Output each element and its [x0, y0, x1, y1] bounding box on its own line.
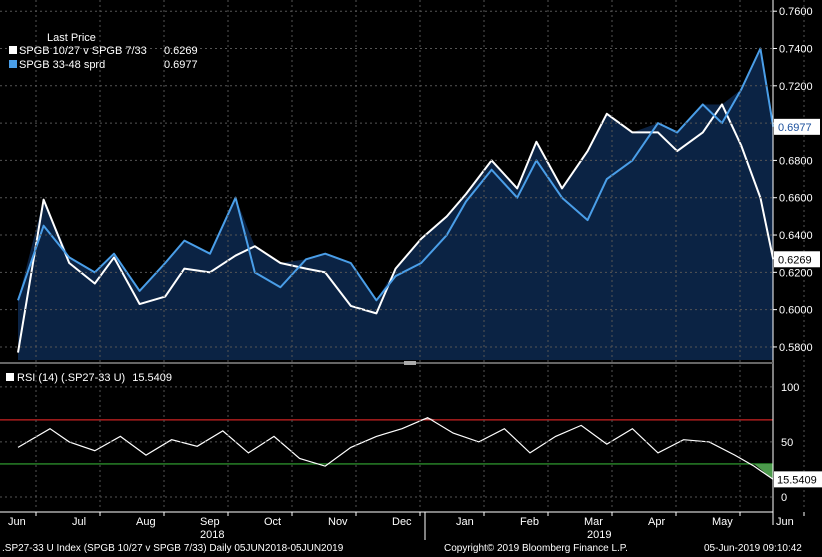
rsi-y-tick-label: 100 [781, 382, 799, 394]
area-fill [18, 48, 774, 361]
x-month-label: Feb [520, 516, 539, 528]
x-year-label: 2018 [200, 529, 224, 541]
axes: 0.58000.60000.62000.64000.66000.68000.70… [0, 0, 822, 541]
rsi-last-box [774, 471, 822, 488]
x-month-label: Nov [328, 516, 348, 528]
x-year-label: 2019 [587, 529, 611, 541]
x-month-label: Mar [584, 516, 603, 528]
y-tick-label: 0.5800 [779, 342, 813, 354]
last-label-white-box [774, 251, 820, 268]
y-tick-label: 0.7200 [779, 81, 813, 93]
x-month-label: Sep [200, 516, 220, 528]
x-month-label: Aug [136, 516, 156, 528]
legend-item-white-value: 0.6269 [164, 45, 198, 57]
x-month-label: Jul [72, 516, 86, 528]
legend-item-blue-value: 0.6977 [164, 59, 198, 71]
rsi-legend-name: RSI (14) (.SP27-33 U) [17, 372, 126, 384]
price-panel [17, 47, 775, 361]
rsi-legend-value: 15.5409 [132, 372, 173, 384]
footer-left: .SP27-33 U Index (SPGB 10/27 v SPGB 7/33… [2, 543, 344, 554]
legend-item-blue: SPGB 33-48 sprd 0.6977 [9, 59, 198, 71]
x-month-label: Jun [8, 516, 26, 528]
x-month-label: Apr [648, 516, 665, 528]
y-tick-label: 0.6400 [779, 230, 813, 242]
series-line-white [17, 103, 775, 353]
x-month-label: Jan [456, 516, 474, 528]
last-label-blue-box [774, 118, 820, 135]
legend-item-white-name: SPGB 10/27 v SPGB 7/33 [19, 45, 147, 57]
x-month-label: Oct [264, 516, 281, 528]
footer-right: 05-Jun-2019 09:10:42 [704, 543, 802, 554]
rsi-y-tick-label: 0 [781, 492, 787, 504]
y-tick-label: 0.6600 [779, 193, 813, 205]
x-month-label: May [712, 516, 733, 528]
rsi-last-label: 15.5409 [777, 474, 817, 486]
rsi-line [17, 416, 774, 480]
y-tick-label: 0.7400 [779, 43, 813, 55]
legend-header: Last Price [47, 32, 96, 44]
y-tick-label: 0.6800 [779, 155, 813, 167]
legend-swatch-white [9, 46, 17, 54]
rsi-panel [0, 416, 774, 480]
last-label-blue: 0.6977 [778, 122, 812, 134]
panel-resize-handle [404, 361, 416, 365]
rsi-legend-swatch [6, 373, 14, 381]
y-tick-label: 0.6200 [779, 267, 813, 279]
legend-swatch-blue [9, 60, 17, 68]
y-tick-label: 0.6000 [779, 305, 813, 317]
main-legend: Last Price SPGB 10/27 v SPGB 7/33 0.6269… [5, 30, 205, 76]
y-tick-label: 0.7600 [779, 6, 813, 18]
legend-item-blue-name: SPGB 33-48 sprd [19, 59, 106, 71]
rsi-y-tick-label: 50 [781, 437, 793, 449]
footer-bar: .SP27-33 U Index (SPGB 10/27 v SPGB 7/33… [0, 541, 822, 557]
x-month-label: Dec [392, 516, 412, 528]
x-month-label: Jun [776, 516, 794, 528]
series-line-blue [17, 47, 775, 302]
footer-center: Copyright© 2019 Bloomberg Finance L.P. [444, 543, 628, 554]
legend-item-white: SPGB 10/27 v SPGB 7/33 0.6269 [9, 45, 198, 57]
rsi-legend: RSI (14) (.SP27-33 U) 15.5409 [6, 372, 172, 384]
last-label-white: 0.6269 [778, 254, 812, 266]
